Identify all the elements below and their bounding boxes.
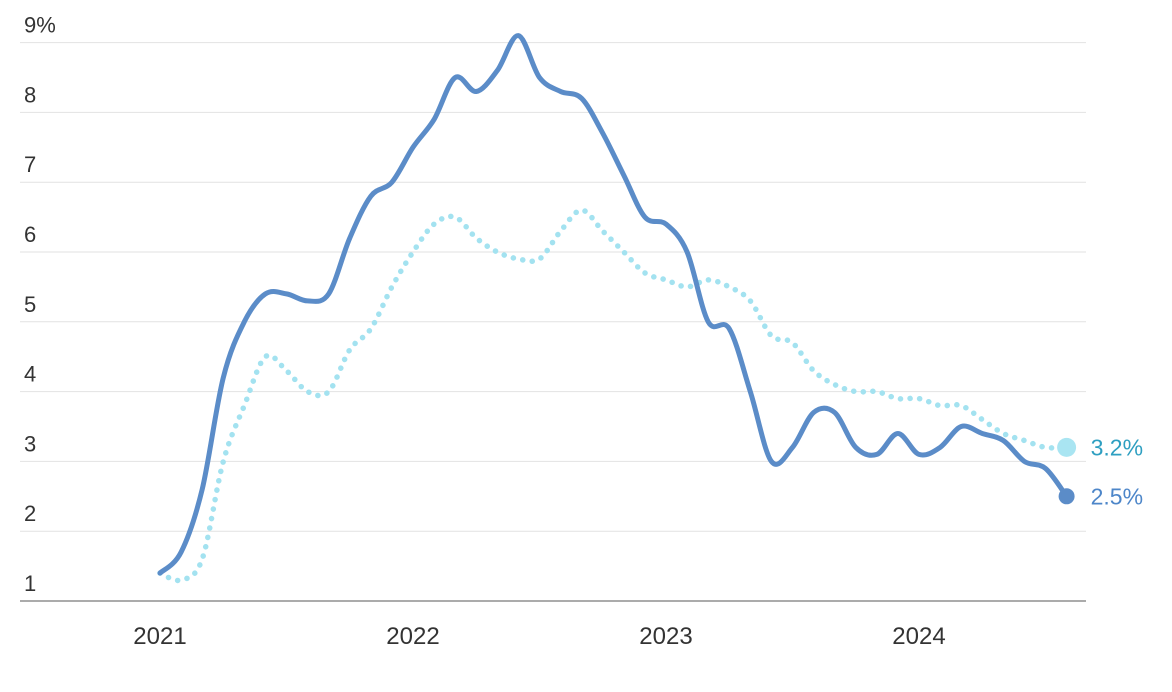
y-axis-tick-label: 7 [24, 152, 36, 177]
y-axis-tick-label: 8 [24, 82, 36, 107]
x-axis-tick-label: 2024 [892, 623, 945, 650]
x-axis-tick-label: 2021 [133, 623, 186, 650]
series-end-marker-solid [1058, 488, 1075, 505]
y-axis-tick-label: 2 [24, 501, 36, 526]
y-axis-tick-label: 4 [24, 362, 36, 387]
x-axis-tick-label: 2022 [386, 623, 439, 650]
series-end-label-dotted: 3.2% [1091, 434, 1143, 460]
series-end-marker-dotted [1057, 437, 1077, 457]
y-axis-tick-label: 5 [24, 292, 36, 317]
series-line-solid [157, 33, 1070, 576]
y-axis-tick-label: 6 [24, 222, 36, 247]
series-line-dotted [157, 207, 1070, 584]
y-axis-tick-label: 1 [24, 571, 36, 596]
x-axis-tick-label: 2023 [639, 623, 692, 650]
y-axis-tick-label: 9% [24, 13, 56, 38]
series-end-label-solid: 2.5% [1091, 483, 1143, 509]
y-axis-tick-label: 3 [24, 431, 36, 456]
